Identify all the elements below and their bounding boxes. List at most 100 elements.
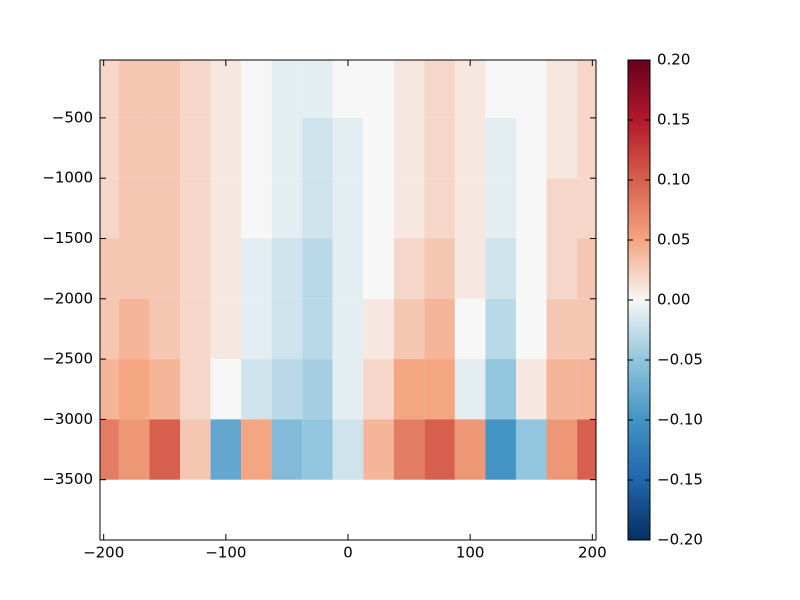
x-tick-label: −200 xyxy=(83,544,124,562)
x-tick-label: 200 xyxy=(578,544,607,562)
heatmap-cell xyxy=(363,178,394,239)
colorbar-tick-label: 0.05 xyxy=(657,231,690,249)
heatmap-cell xyxy=(363,298,394,360)
heatmap-cell xyxy=(515,359,547,420)
heatmap-cell xyxy=(546,178,578,239)
heatmap-cell xyxy=(149,178,181,239)
heatmap-cell xyxy=(302,359,333,420)
y-tick-label: −2500 xyxy=(42,350,93,368)
heatmap-cell xyxy=(363,60,394,118)
y-tick-label: −3000 xyxy=(42,410,93,428)
heatmap-cell xyxy=(118,359,150,420)
heatmap-cell xyxy=(100,419,119,480)
heatmap-cell xyxy=(302,60,333,118)
heatmap-cell xyxy=(454,60,486,118)
heatmap-cell xyxy=(302,419,333,480)
heatmap-cell xyxy=(332,298,364,360)
heatmap-cell xyxy=(271,60,303,118)
heatmap-cell xyxy=(577,359,596,420)
heatmap-cell xyxy=(454,178,486,239)
heatmap-cell xyxy=(485,238,516,299)
heatmap-cell xyxy=(118,238,150,299)
heatmap-cell xyxy=(363,238,394,299)
heatmap-cell xyxy=(454,298,486,360)
heatmap-cell xyxy=(118,60,150,118)
heatmap-cell xyxy=(332,359,364,420)
heatmap-cell xyxy=(332,60,364,118)
y-tick-label: −1500 xyxy=(42,229,93,247)
heatmap-cell xyxy=(393,117,425,179)
heatmap-cell xyxy=(454,238,486,299)
heatmap-cell xyxy=(515,419,547,480)
heatmap-cell xyxy=(546,117,578,179)
heatmap-cell xyxy=(577,298,596,360)
heatmap-cell xyxy=(241,178,272,239)
heatmap-cell xyxy=(180,298,211,360)
heatmap-cell xyxy=(424,117,455,179)
heatmap-cell xyxy=(100,178,119,239)
heatmap-cell xyxy=(393,60,425,118)
x-tick-label: −100 xyxy=(205,544,246,562)
heatmap-cell xyxy=(210,359,242,420)
heatmap-cell xyxy=(424,60,455,118)
heatmap-cell xyxy=(515,60,547,118)
heatmap-cell xyxy=(424,178,455,239)
colorbar-tick-label: 0.15 xyxy=(657,111,690,129)
heatmap-cell xyxy=(485,359,516,420)
heatmap-cell xyxy=(180,238,211,299)
heatmap-cell xyxy=(485,117,516,179)
colorbar-tick-label: −0.10 xyxy=(657,411,703,429)
y-tick-label: −500 xyxy=(52,108,93,126)
heatmap-cell xyxy=(485,419,516,480)
heatmap-cell xyxy=(577,60,596,118)
heatmap-cell xyxy=(118,419,150,480)
heatmap-cell xyxy=(180,178,211,239)
heatmap-cell xyxy=(180,60,211,118)
heatmap-cell xyxy=(485,60,516,118)
heatmap-cell xyxy=(577,178,596,239)
y-tick-label: −3500 xyxy=(42,470,93,488)
heatmap xyxy=(100,60,596,480)
heatmap-cell xyxy=(118,117,150,179)
heatmap-cell xyxy=(302,238,333,299)
x-tick-label: 100 xyxy=(456,544,485,562)
heatmap-cell xyxy=(363,359,394,420)
x-tick-label: 0 xyxy=(343,544,353,562)
heatmap-cell xyxy=(100,117,119,179)
heatmap-cell xyxy=(363,117,394,179)
heatmap-cell xyxy=(271,238,303,299)
colorbar-tick-label: −0.05 xyxy=(657,351,703,369)
heatmap-cell xyxy=(118,178,150,239)
heatmap-cell xyxy=(271,117,303,179)
heatmap-cell xyxy=(100,359,119,420)
heatmap-cell xyxy=(454,419,486,480)
heatmap-cell xyxy=(332,419,364,480)
heatmap-cell xyxy=(424,298,455,360)
heatmap-cell xyxy=(546,359,578,420)
heatmap-cell xyxy=(546,419,578,480)
heatmap-cell xyxy=(241,238,272,299)
heatmap-cell xyxy=(241,60,272,118)
heatmap-cell xyxy=(302,178,333,239)
colorbar-tick-label: 0.20 xyxy=(657,51,690,69)
heatmap-cell xyxy=(149,359,181,420)
heatmap-cell xyxy=(393,298,425,360)
heatmap-cell xyxy=(332,117,364,179)
heatmap-cell xyxy=(577,419,596,480)
heatmap-cell xyxy=(210,178,242,239)
heatmap-cell xyxy=(241,117,272,179)
heatmap-cell xyxy=(180,359,211,420)
heatmap-cell xyxy=(180,419,211,480)
colorbar-tick-label: −0.15 xyxy=(657,471,703,489)
heatmap-cell xyxy=(100,298,119,360)
heatmap-cell xyxy=(149,298,181,360)
heatmap-cell xyxy=(485,178,516,239)
heatmap-cell xyxy=(424,419,455,480)
heatmap-cell xyxy=(577,238,596,299)
heatmap-cell xyxy=(454,359,486,420)
heatmap-cell xyxy=(363,419,394,480)
heatmap-cell xyxy=(271,359,303,420)
heatmap-cell xyxy=(393,419,425,480)
heatmap-cell xyxy=(515,238,547,299)
heatmap-cell xyxy=(546,238,578,299)
